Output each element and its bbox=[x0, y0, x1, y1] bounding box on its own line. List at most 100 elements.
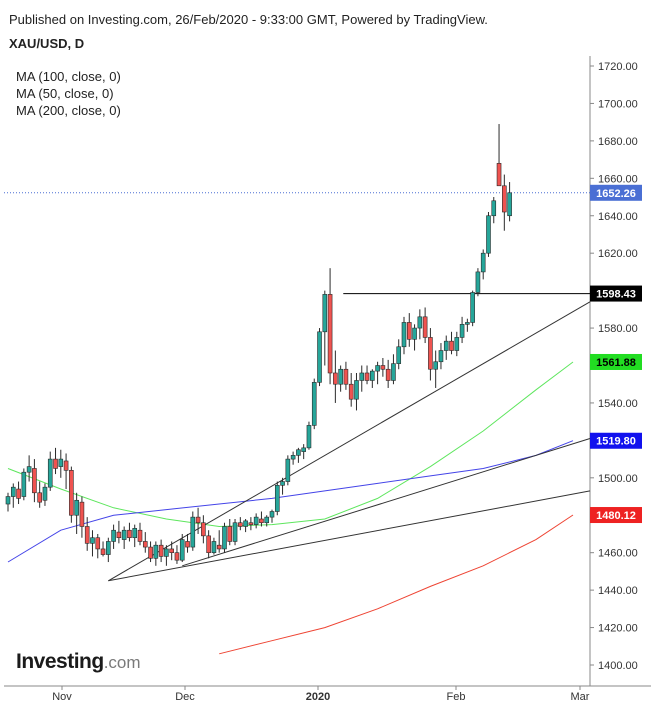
candle-body bbox=[111, 529, 116, 542]
candle bbox=[100, 541, 106, 557]
candle-body bbox=[227, 526, 233, 542]
candle bbox=[74, 492, 79, 534]
candle bbox=[496, 124, 502, 187]
candle bbox=[158, 539, 164, 563]
candle bbox=[169, 541, 174, 561]
candle-body bbox=[296, 449, 301, 456]
price-badge-bg bbox=[590, 353, 642, 370]
candle bbox=[190, 511, 196, 551]
candle bbox=[32, 459, 37, 503]
candle bbox=[343, 361, 349, 390]
candle bbox=[127, 522, 132, 542]
candle-body bbox=[465, 322, 470, 325]
candle-body bbox=[317, 331, 322, 383]
candle bbox=[480, 249, 486, 280]
candle-body bbox=[174, 552, 180, 561]
candle bbox=[42, 483, 48, 506]
ma50-line bbox=[7, 361, 574, 528]
candle bbox=[132, 524, 138, 548]
candle-body bbox=[243, 520, 248, 527]
candle bbox=[475, 268, 481, 297]
candle bbox=[232, 518, 238, 546]
candle bbox=[69, 466, 74, 523]
candle-body bbox=[259, 518, 264, 524]
candle-body bbox=[391, 363, 396, 381]
price-tick-label: 1460.00 bbox=[598, 548, 638, 560]
candle bbox=[385, 359, 391, 388]
candle bbox=[296, 447, 301, 463]
candle-body bbox=[106, 541, 111, 555]
candle bbox=[375, 361, 380, 385]
price-tick-label: 1420.00 bbox=[598, 623, 638, 635]
candle-body bbox=[148, 546, 153, 559]
price-badge-bg bbox=[590, 432, 642, 449]
candle-body bbox=[58, 458, 64, 467]
candle-body bbox=[269, 511, 275, 518]
price-tick-label: 1680.00 bbox=[598, 136, 638, 148]
time-tick-label: Dec bbox=[175, 691, 195, 703]
candle bbox=[79, 496, 85, 538]
candle bbox=[243, 518, 248, 533]
candle bbox=[486, 212, 491, 257]
candle bbox=[211, 537, 217, 555]
candle bbox=[90, 530, 95, 557]
candle-body bbox=[195, 516, 201, 524]
candle bbox=[401, 316, 407, 355]
candle bbox=[459, 316, 465, 344]
chart-symbol: XAU/USD, D bbox=[9, 36, 85, 51]
candle-body bbox=[190, 516, 196, 548]
price-badge: 1561.88 bbox=[590, 353, 642, 370]
candle-body bbox=[100, 548, 106, 555]
candle-body bbox=[21, 471, 27, 497]
legend-ma200[interactable]: MA (200, close, 0) bbox=[16, 103, 121, 118]
moving-averages bbox=[7, 361, 574, 655]
investing-logo[interactable]: Investing.com bbox=[16, 650, 141, 674]
legend-ma50[interactable]: MA (50, close, 0) bbox=[16, 86, 114, 101]
candle bbox=[179, 533, 185, 563]
candle bbox=[111, 524, 116, 549]
candle-body bbox=[238, 522, 243, 527]
candle-body bbox=[433, 361, 438, 370]
trendline bbox=[108, 490, 591, 582]
candle-body bbox=[53, 458, 58, 469]
candle-body bbox=[428, 337, 433, 370]
price-tick-label: 1400.00 bbox=[598, 660, 638, 672]
ma200-line bbox=[219, 514, 574, 655]
time-tick-label: 2020 bbox=[306, 691, 330, 703]
candle bbox=[47, 451, 53, 491]
candle-body bbox=[116, 531, 122, 539]
candle bbox=[174, 545, 180, 564]
candle-body bbox=[454, 337, 460, 351]
candle bbox=[84, 517, 90, 551]
candle bbox=[348, 372, 354, 407]
candle bbox=[153, 541, 159, 566]
candle-body bbox=[132, 528, 138, 539]
logo-suffix: .com bbox=[103, 653, 141, 672]
candle bbox=[26, 455, 32, 482]
candle-body bbox=[42, 486, 48, 501]
candle bbox=[21, 468, 27, 501]
candle bbox=[222, 522, 227, 553]
candle bbox=[406, 313, 412, 347]
candle-body bbox=[417, 316, 423, 329]
candle-body bbox=[412, 327, 417, 340]
candle bbox=[422, 307, 428, 344]
price-tick-label: 1440.00 bbox=[598, 585, 638, 597]
candle-body bbox=[232, 522, 238, 542]
candle-body bbox=[406, 322, 412, 340]
candle-body bbox=[63, 460, 69, 471]
candle-body bbox=[449, 340, 454, 351]
candle bbox=[5, 492, 11, 512]
candle bbox=[470, 290, 475, 327]
trendline bbox=[108, 301, 591, 582]
candle bbox=[264, 515, 270, 527]
candle bbox=[142, 532, 148, 553]
candle bbox=[238, 517, 243, 531]
candle-body bbox=[285, 458, 291, 482]
legend-ma100[interactable]: MA (100, close, 0) bbox=[16, 69, 121, 84]
candle-body bbox=[26, 466, 32, 473]
time-tick-label: Mar bbox=[571, 691, 590, 703]
candle bbox=[280, 477, 285, 495]
candle bbox=[274, 481, 280, 516]
